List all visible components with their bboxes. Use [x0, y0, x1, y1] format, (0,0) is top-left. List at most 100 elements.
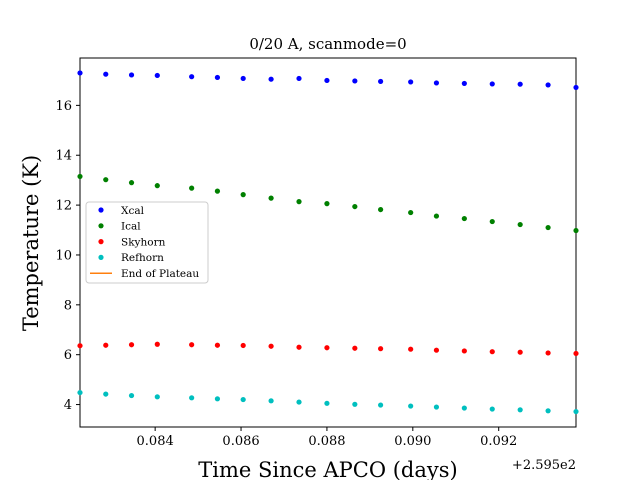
data-point-xcal	[324, 77, 330, 84]
data-point-skyhorn	[433, 347, 440, 353]
data-point-refhorn	[189, 395, 195, 401]
data-point-refhorn	[408, 403, 414, 409]
data-point-refhorn	[77, 389, 83, 396]
data-point-refhorn	[296, 399, 302, 405]
data-point-xcal	[352, 78, 358, 84]
data-point-refhorn	[240, 396, 246, 403]
plot-frame	[79, 57, 577, 428]
legend: Xcal Ical Skyhorn Refhorn End of Plateau	[85, 201, 209, 284]
data-point-skyhorn	[408, 346, 414, 352]
data-point-refhorn	[352, 401, 358, 407]
data-point-skyhorn	[189, 342, 195, 348]
data-point-ical	[545, 224, 551, 231]
data-point-skyhorn	[324, 345, 330, 351]
legend-label: Ical	[121, 221, 141, 233]
data-point-skyhorn	[296, 344, 302, 350]
data-point-skyhorn	[240, 342, 246, 349]
data-point-refhorn	[128, 392, 135, 399]
data-point-refhorn	[378, 402, 384, 408]
data-point-skyhorn	[154, 341, 160, 347]
data-point-ical	[77, 173, 83, 180]
data-point-xcal	[408, 79, 414, 85]
data-point-skyhorn	[214, 342, 221, 348]
legend-label: Xcal	[121, 205, 145, 217]
data-point-refhorn	[545, 408, 551, 414]
x-tick-label: 0.088	[308, 434, 345, 449]
data-point-ical	[268, 195, 274, 201]
data-point-refhorn	[103, 391, 109, 397]
y-tick-label: 4	[64, 398, 72, 413]
data-point-ical	[214, 188, 221, 194]
data-point-xcal	[489, 81, 495, 87]
data-point-ical	[461, 215, 467, 222]
data-point-xcal	[240, 75, 246, 82]
data-point-ical	[378, 206, 384, 213]
legend-box	[85, 201, 209, 284]
data-point-skyhorn	[77, 343, 83, 349]
data-point-refhorn	[154, 394, 160, 400]
x-tick-label: 0.086	[222, 434, 259, 449]
y-tick-label: 10	[55, 248, 72, 263]
data-point-ical	[296, 199, 302, 205]
data-point-xcal	[77, 70, 83, 76]
y-axis-label: Temperature (K)	[19, 155, 43, 331]
x-axis-label: Time Since APCO (days)	[198, 458, 457, 480]
legend-marker	[98, 207, 104, 213]
data-point-xcal	[545, 82, 551, 88]
y-tick-label: 6	[64, 348, 72, 363]
data-point-skyhorn	[128, 342, 135, 348]
data-points	[77, 70, 579, 415]
data-point-ical	[433, 213, 440, 219]
legend-label: Refhorn	[121, 252, 164, 264]
data-point-skyhorn	[268, 343, 274, 349]
data-point-refhorn	[573, 408, 579, 415]
legend-marker	[98, 223, 104, 229]
data-point-xcal	[378, 78, 384, 85]
data-point-skyhorn	[545, 350, 551, 356]
x-tick-label: 0.084	[137, 434, 174, 449]
data-point-ical	[189, 185, 195, 191]
data-point-skyhorn	[489, 349, 495, 355]
data-point-refhorn	[214, 396, 221, 402]
data-point-ical	[408, 209, 414, 216]
data-point-skyhorn	[352, 345, 358, 351]
y-tick-label: 12	[55, 199, 72, 214]
data-point-ical	[240, 192, 246, 198]
data-point-ical	[573, 227, 579, 234]
data-point-ical	[324, 201, 330, 207]
data-point-xcal	[517, 81, 523, 87]
data-point-ical	[103, 177, 109, 183]
x-tick-label: 0.090	[394, 434, 431, 449]
data-point-refhorn	[489, 406, 495, 412]
data-point-ical	[489, 218, 495, 225]
data-point-xcal	[103, 71, 109, 77]
legend-label: Skyhorn	[121, 236, 166, 248]
data-point-xcal	[154, 72, 160, 79]
data-point-xcal	[296, 75, 302, 82]
data-point-refhorn	[461, 405, 467, 411]
data-point-xcal	[461, 80, 467, 87]
data-point-xcal	[128, 72, 135, 78]
legend-marker	[98, 254, 104, 260]
data-point-skyhorn	[573, 350, 579, 357]
data-point-ical	[517, 221, 523, 228]
legend-marker	[98, 239, 104, 245]
x-axis-offset-label: +2.595e2	[512, 458, 576, 473]
data-point-refhorn	[268, 398, 274, 404]
data-point-xcal	[268, 76, 274, 82]
y-tick-label: 14	[55, 149, 72, 164]
data-point-skyhorn	[461, 348, 467, 354]
data-point-xcal	[214, 74, 221, 81]
data-point-refhorn	[433, 404, 440, 410]
x-tick-label: 0.092	[480, 434, 517, 449]
data-point-ical	[128, 180, 135, 186]
data-point-ical	[352, 203, 358, 210]
data-point-ical	[154, 183, 160, 189]
data-point-xcal	[573, 84, 579, 91]
y-tick-label: 16	[55, 99, 72, 114]
data-point-refhorn	[517, 407, 523, 413]
y-axis-ticks: 4 6 8 10 12 14 16	[55, 99, 80, 413]
data-point-skyhorn	[103, 342, 109, 348]
data-point-xcal	[433, 80, 440, 86]
